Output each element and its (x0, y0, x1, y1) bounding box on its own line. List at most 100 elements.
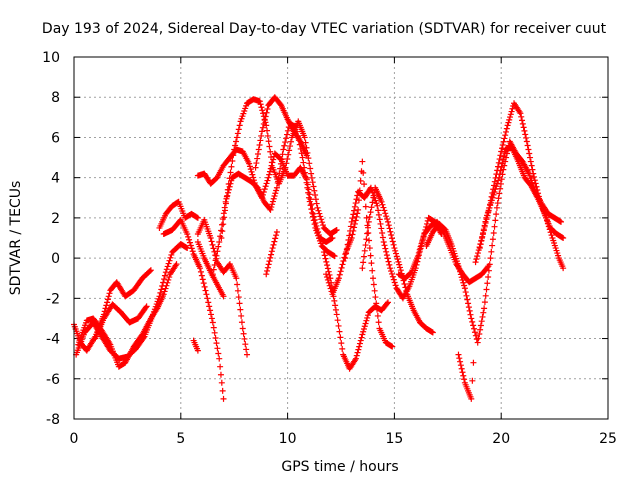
data-point (166, 257, 173, 264)
data-point (475, 335, 482, 342)
data-point (382, 245, 389, 252)
data-point (286, 147, 293, 154)
data-point (375, 319, 382, 326)
data-point (387, 228, 394, 235)
data-point (372, 294, 379, 301)
data-point (246, 163, 253, 170)
data-point (162, 285, 169, 292)
data-point (222, 200, 229, 207)
data-point (548, 232, 555, 239)
data-point (363, 214, 370, 221)
data-point (225, 180, 232, 187)
data-point (353, 196, 360, 203)
data-point (201, 283, 208, 290)
data-point (258, 128, 265, 135)
data-point (269, 201, 276, 208)
data-point (241, 335, 248, 342)
data-point (231, 146, 238, 153)
data-point (364, 230, 371, 237)
data-point (493, 183, 500, 190)
data-point (390, 276, 397, 283)
data-point (359, 158, 366, 165)
data-point (375, 207, 382, 214)
data-point (364, 224, 371, 231)
y-tick-label: 2 (51, 211, 60, 227)
data-point (560, 265, 567, 272)
data-point (364, 314, 371, 321)
data-point (351, 224, 358, 231)
data-point (259, 124, 266, 131)
data-point (525, 146, 532, 153)
data-point (491, 189, 498, 196)
y-tick-labels: -8 -6 -4 -2 0 2 4 6 8 10 (42, 50, 60, 428)
data-point (332, 302, 339, 309)
data-point (397, 264, 404, 271)
data-point (495, 195, 502, 202)
data-point (485, 273, 492, 280)
data-points (71, 94, 567, 402)
data-point (265, 174, 272, 181)
data-point (206, 303, 213, 310)
data-point (380, 204, 387, 211)
data-point (226, 183, 233, 190)
data-point (314, 204, 321, 211)
data-point (401, 280, 408, 287)
data-point (385, 258, 392, 265)
data-point (524, 142, 531, 149)
data-point (301, 134, 308, 141)
data-point (419, 237, 426, 244)
data-point (252, 164, 259, 171)
data-point (262, 183, 269, 190)
data-point (239, 325, 246, 332)
data-point (161, 276, 168, 283)
data-point (507, 114, 514, 121)
data-point (381, 207, 388, 214)
data-point (324, 276, 331, 283)
data-point (495, 177, 502, 184)
data-point (267, 254, 274, 261)
data-point (215, 243, 222, 250)
data-point (316, 210, 323, 217)
data-point (498, 148, 505, 155)
data-point (233, 134, 240, 141)
data-point (385, 222, 392, 229)
data-point (496, 156, 503, 163)
data-point (395, 258, 402, 265)
data-point (382, 210, 389, 217)
data-point (530, 170, 537, 177)
data-point (264, 132, 271, 139)
data-point (284, 127, 291, 134)
data-point (392, 282, 399, 289)
data-point (502, 132, 509, 139)
data-point (384, 216, 391, 223)
data-point (473, 256, 480, 263)
data-point (531, 173, 538, 180)
data-point (374, 306, 381, 313)
data-point (208, 311, 215, 318)
data-point (223, 193, 230, 200)
y-tick-label: 8 (51, 90, 60, 106)
data-point (461, 282, 468, 289)
data-point (186, 239, 193, 246)
data-point (218, 235, 225, 241)
data-point (481, 305, 488, 312)
data-point (203, 291, 210, 298)
data-point (254, 151, 261, 158)
data-point (234, 287, 241, 294)
data-point (207, 235, 214, 241)
data-point (216, 355, 223, 362)
data-point (370, 275, 377, 282)
data-point (302, 139, 309, 146)
data-point (268, 248, 275, 255)
data-point (253, 160, 260, 167)
data-point (228, 163, 235, 170)
data-point (220, 293, 227, 300)
data-point (322, 255, 329, 262)
data-point (257, 101, 264, 108)
data-point (367, 252, 374, 259)
data-point (414, 253, 421, 260)
data-point (105, 293, 112, 300)
data-point (235, 294, 242, 301)
series-track-8 (190, 337, 201, 354)
series-track-20 (423, 138, 565, 346)
